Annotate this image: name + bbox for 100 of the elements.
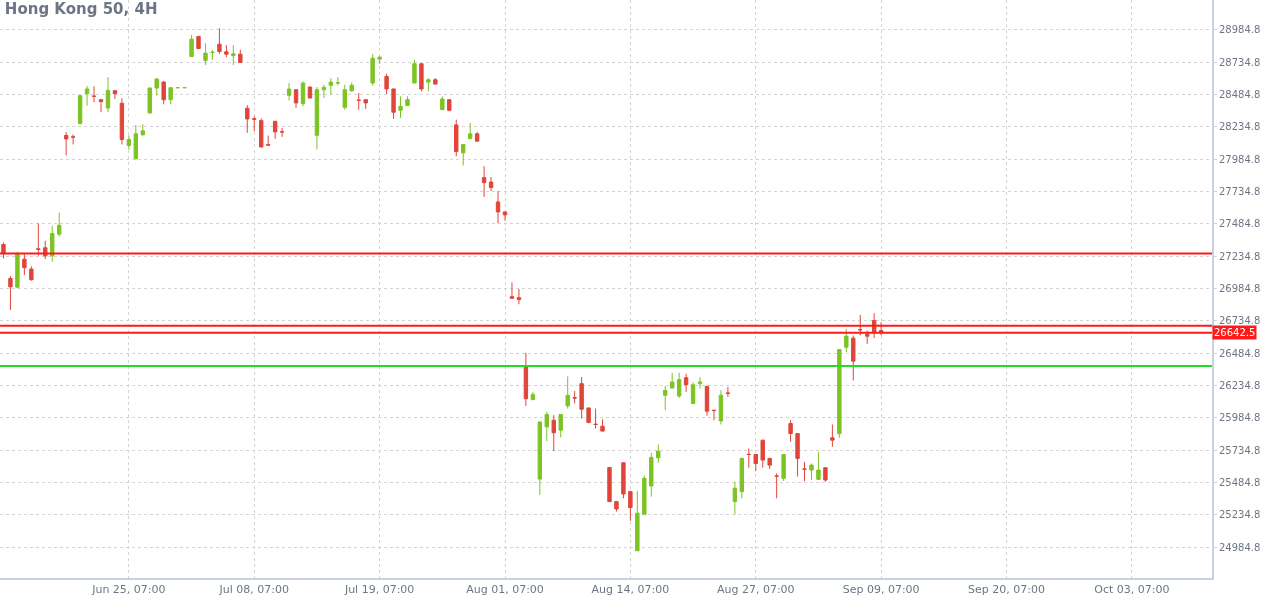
candlestick: [321, 84, 327, 99]
candlestick: [384, 73, 389, 95]
y-tick-label: 25734.8: [1219, 444, 1261, 456]
candlestick: [217, 27, 222, 55]
candlestick: [481, 165, 487, 198]
y-tick-label: 27734.8: [1219, 186, 1261, 198]
candlestick: [516, 288, 522, 305]
x-tick-label: Sep 20, 07:00: [968, 583, 1045, 597]
candlestick: [767, 457, 772, 470]
y-tick-label: 28234.8: [1219, 121, 1261, 133]
candlestick: [663, 385, 668, 411]
candlestick: [8, 275, 13, 311]
candlestick: [377, 56, 382, 65]
candlestick: [607, 466, 612, 503]
candlestick: [370, 53, 375, 87]
candlestick: [656, 443, 661, 464]
candlestick: [725, 386, 731, 398]
candlestick: [683, 373, 689, 393]
candlestick: [50, 225, 55, 263]
y-tick-label: 26984.8: [1219, 283, 1261, 295]
candlestick: [259, 117, 264, 149]
candlestick: [91, 85, 97, 103]
candlestick: [669, 372, 675, 389]
candlestick: [600, 418, 605, 432]
candlestick: [154, 77, 159, 97]
y-tick-label: 27484.8: [1219, 218, 1261, 230]
candlestick: [98, 98, 104, 113]
candlestick: [29, 265, 34, 282]
candlestick: [36, 222, 41, 257]
candlestick: [774, 472, 779, 499]
candlestick: [844, 328, 849, 353]
candlestick: [697, 376, 703, 390]
y-tick-label: 25484.8: [1219, 476, 1261, 488]
candlestick: [140, 123, 145, 137]
candlestick: [119, 97, 125, 145]
candlestick: [265, 135, 271, 147]
candlestick: [356, 92, 361, 111]
candlestick: [537, 421, 543, 496]
candlestick: [252, 115, 257, 132]
candlestick: [63, 131, 69, 156]
candlestick: [851, 335, 856, 381]
x-tick-label: Jul 19, 07:00: [343, 583, 415, 597]
candlestick: [293, 88, 299, 109]
candlestick: [628, 490, 633, 522]
candlestick: [189, 34, 194, 58]
candlestick: [614, 500, 619, 513]
candlestick: [349, 81, 354, 93]
candlestick: [279, 127, 285, 138]
x-tick-label: Aug 14, 07:00: [591, 583, 670, 597]
candlestick: [823, 466, 828, 483]
candlestick: [788, 419, 793, 443]
candlestick: [502, 211, 508, 222]
chart-title: Hong Kong 50, 4H: [4, 0, 158, 18]
candlestick: [363, 99, 368, 110]
candlestick: [704, 385, 710, 417]
candlestick: [551, 414, 556, 452]
candlestick: [342, 84, 347, 111]
candlestick: [412, 59, 417, 84]
candlestick: [105, 76, 111, 113]
candlestick: [286, 82, 292, 101]
candlestick: [572, 390, 577, 405]
candlestick: [84, 85, 90, 107]
candlestick: [168, 86, 173, 105]
candlestick: [718, 389, 724, 426]
candlestick: [830, 424, 835, 448]
candlestick: [523, 352, 529, 407]
candlestick: [621, 462, 626, 499]
candlestick: [112, 90, 118, 100]
x-tick-label: Sep 09, 07:00: [842, 583, 920, 597]
candlestick: [642, 475, 647, 515]
candlestick: [795, 432, 800, 478]
candlestick: [593, 408, 598, 430]
candlestick: [837, 349, 842, 439]
candlestick: [760, 439, 765, 469]
candlestick: [133, 124, 139, 160]
candlestick: [586, 407, 591, 424]
candlestick: [70, 133, 76, 145]
candlestick: [781, 454, 786, 482]
candlestick: [447, 98, 452, 112]
candlestick: [1, 242, 6, 259]
candlestick: [440, 95, 445, 111]
candlestick: [245, 104, 250, 134]
candlestick: [405, 95, 410, 107]
candlestick: [530, 391, 536, 401]
candlestick: [488, 176, 494, 192]
candlestick: [203, 42, 208, 66]
candlestick: [565, 375, 570, 410]
y-tick-label: 28484.8: [1219, 89, 1261, 101]
candlestick: [816, 451, 821, 481]
y-tick-label: 25984.8: [1219, 412, 1261, 424]
y-tick-label: 28984.8: [1219, 24, 1261, 36]
x-tick-label: Aug 01, 07:00: [466, 583, 544, 597]
candlestick: [753, 453, 758, 472]
candlestick: [802, 461, 807, 482]
candlestick: [426, 77, 431, 92]
candlestick: [474, 131, 480, 142]
candlestick: [328, 77, 334, 96]
candlestick: [22, 253, 27, 276]
y-tick-label: 26234.8: [1219, 379, 1261, 391]
candlestick: [126, 135, 132, 150]
